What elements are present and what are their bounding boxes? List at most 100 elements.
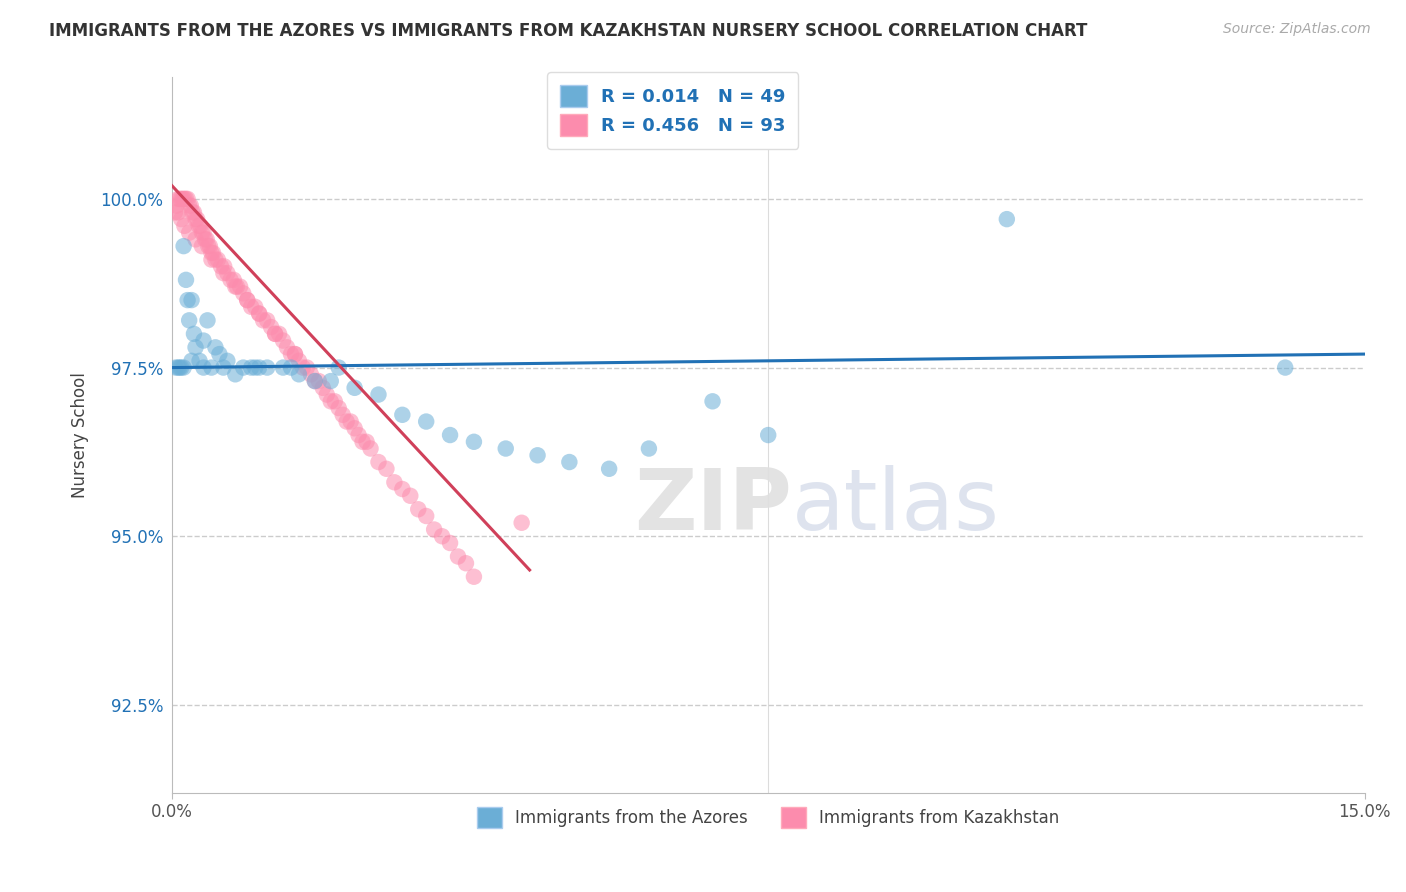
Y-axis label: Nursery School: Nursery School <box>72 372 89 498</box>
Point <box>225 279 247 293</box>
Point <box>367 455 389 469</box>
Point <box>212 266 235 280</box>
Point <box>232 360 254 375</box>
Point <box>284 347 307 361</box>
Point <box>252 313 274 327</box>
Point <box>179 226 201 240</box>
Point <box>598 462 620 476</box>
Point <box>179 313 201 327</box>
Point <box>222 273 245 287</box>
Point <box>191 239 214 253</box>
Point <box>756 428 779 442</box>
Point <box>184 212 207 227</box>
Point <box>995 212 1018 227</box>
Point <box>415 508 437 523</box>
Point <box>304 374 326 388</box>
Point <box>229 279 252 293</box>
Point <box>463 570 485 584</box>
Point <box>308 374 330 388</box>
Point <box>284 347 307 361</box>
Point <box>247 307 270 321</box>
Point <box>510 516 533 530</box>
Point <box>197 239 219 253</box>
Point <box>291 360 314 375</box>
Point <box>336 415 359 429</box>
Point <box>430 529 453 543</box>
Point <box>271 360 294 375</box>
Point <box>193 360 215 375</box>
Point <box>198 239 221 253</box>
Point <box>315 387 337 401</box>
Point <box>495 442 517 456</box>
Point <box>702 394 724 409</box>
Point <box>207 252 229 267</box>
Point <box>240 360 263 375</box>
Point <box>184 340 207 354</box>
Point <box>173 192 195 206</box>
Point <box>202 245 225 260</box>
Point <box>167 360 190 375</box>
Point <box>339 415 361 429</box>
Point <box>174 192 197 206</box>
Point <box>264 326 287 341</box>
Point <box>439 428 461 442</box>
Point <box>200 360 222 375</box>
Point <box>183 326 205 341</box>
Point <box>256 360 278 375</box>
Point <box>179 199 201 213</box>
Point <box>526 448 548 462</box>
Point <box>439 536 461 550</box>
Point <box>276 340 298 354</box>
Point <box>245 300 267 314</box>
Point <box>169 192 191 206</box>
Point <box>399 489 422 503</box>
Point <box>288 368 311 382</box>
Text: Source: ZipAtlas.com: Source: ZipAtlas.com <box>1223 22 1371 37</box>
Point <box>224 279 246 293</box>
Point <box>328 360 350 375</box>
Point <box>288 354 311 368</box>
Point <box>166 199 188 213</box>
Point <box>240 300 263 314</box>
Point <box>271 334 294 348</box>
Point <box>195 232 218 246</box>
Point <box>193 334 215 348</box>
Point <box>312 381 335 395</box>
Point <box>260 320 283 334</box>
Point <box>204 252 226 267</box>
Text: atlas: atlas <box>792 465 1000 548</box>
Point <box>391 482 413 496</box>
Point <box>423 523 446 537</box>
Point <box>200 245 222 260</box>
Point <box>172 192 194 206</box>
Point <box>180 293 202 307</box>
Point <box>299 368 322 382</box>
Point <box>328 401 350 415</box>
Point <box>163 205 186 219</box>
Point <box>343 421 366 435</box>
Point <box>447 549 470 564</box>
Point <box>173 219 195 233</box>
Point <box>176 293 198 307</box>
Point <box>356 434 378 449</box>
Point <box>347 428 370 442</box>
Point <box>169 360 191 375</box>
Point <box>194 232 217 246</box>
Point <box>212 260 235 274</box>
Point <box>170 360 193 375</box>
Point <box>167 192 190 206</box>
Point <box>170 192 193 206</box>
Point <box>180 354 202 368</box>
Point <box>343 381 366 395</box>
Point <box>295 360 318 375</box>
Point <box>180 199 202 213</box>
Point <box>173 239 195 253</box>
Point <box>638 442 661 456</box>
Point <box>165 360 187 375</box>
Point <box>197 313 219 327</box>
Point <box>188 354 211 368</box>
Point <box>267 326 290 341</box>
Point <box>174 273 197 287</box>
Point <box>415 415 437 429</box>
Point <box>212 360 235 375</box>
